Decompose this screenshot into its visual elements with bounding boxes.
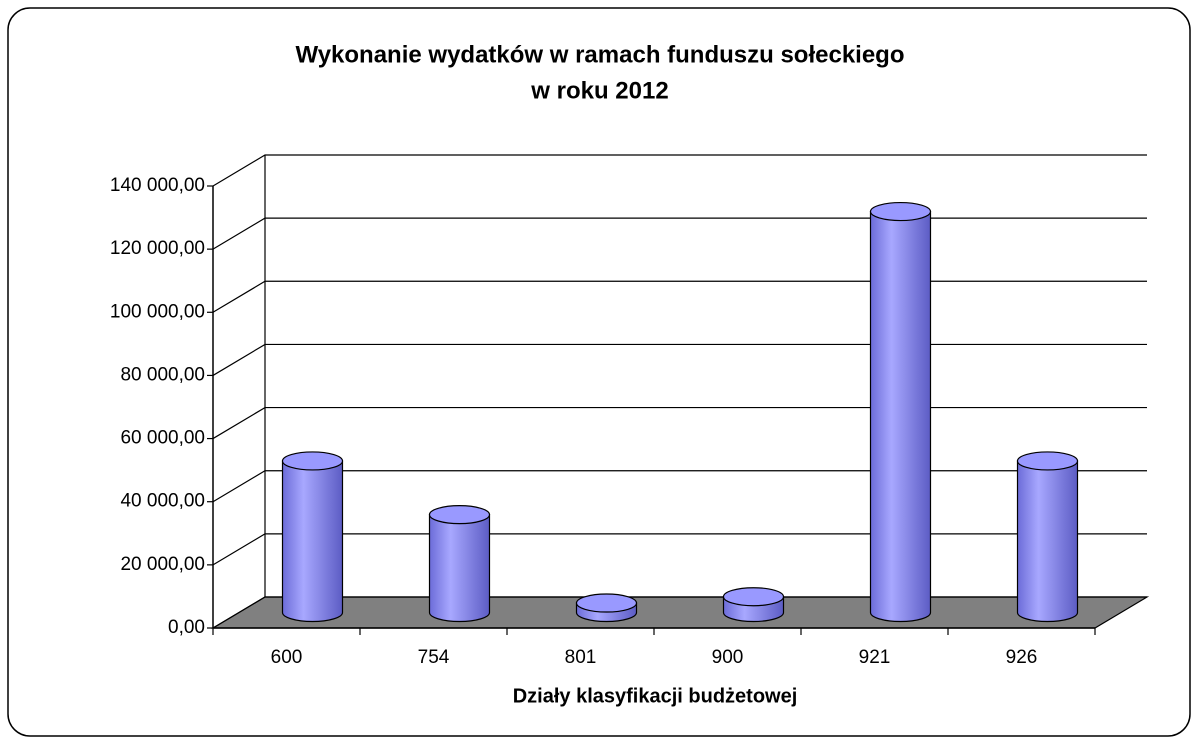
bar-body [281,460,344,623]
x-tick-label: 600 [271,647,303,668]
bar-body [428,514,491,623]
bar [722,587,785,623]
y-tick-label: 20 000,00 [120,554,205,575]
chart-title: Wykonanie wydatków w ramach funduszu soł… [295,41,904,68]
bar-body [1016,460,1079,623]
bar-top [722,587,785,607]
x-axis-label: Działy klasyfikacji budżetowej [513,685,798,707]
x-tick-label: 754 [418,647,450,668]
grid-line [212,154,1147,187]
y-tick-label: 120 000,00 [110,238,205,259]
y-tick-label: 40 000,00 [120,491,205,512]
x-tick-label: 801 [565,647,597,668]
y-tick-label: 80 000,00 [120,364,205,385]
bar [869,201,932,623]
bar [281,451,344,623]
x-tick-label: 900 [712,647,744,668]
bar [1016,451,1079,623]
chart-title: w roku 2012 [530,77,668,104]
grid-line [212,217,1147,250]
grid-line [212,596,1147,629]
y-tick-label: 60 000,00 [120,428,205,449]
bar-top [575,593,638,613]
bar [428,505,491,623]
grid-line [212,470,1147,503]
bar-top [428,505,491,525]
grid-line [212,280,1147,313]
floor [210,596,1150,629]
grid-line [212,533,1147,566]
grid-line [212,343,1147,376]
bar-top [869,201,932,222]
bar-top [281,451,344,471]
bar [575,593,638,623]
y-tick-label: 140 000,00 [110,175,205,196]
x-tick-label: 926 [1006,647,1038,668]
bar-top [1016,451,1079,471]
grid-line [212,406,1147,440]
y-tick-label: 100 000,00 [110,301,205,322]
x-tick-label: 921 [859,647,891,668]
bar-body [869,210,932,623]
y-tick-label: 0,00 [168,617,205,638]
